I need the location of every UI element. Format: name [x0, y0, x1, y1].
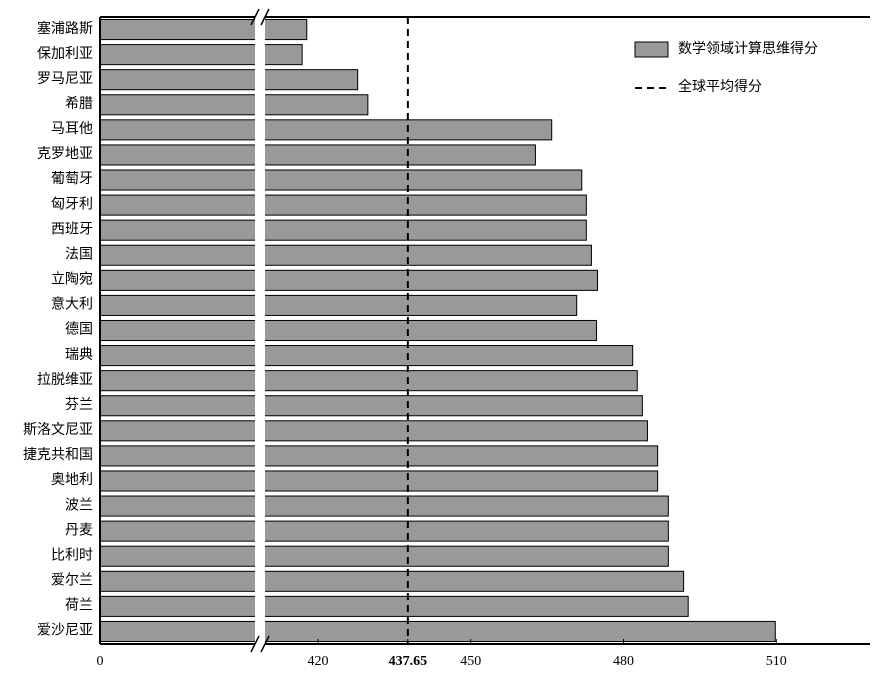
bar: [99, 495, 669, 517]
bar: [99, 595, 689, 617]
legend-label: 数学领域计算思维得分: [678, 40, 818, 57]
bar: [99, 319, 598, 342]
y-tick-label: 荷兰: [65, 598, 93, 614]
break-mark: [260, 635, 270, 653]
x-tick-label: 480: [613, 654, 634, 669]
y-tick-label: 拉脱维亚: [37, 372, 93, 388]
y-tick-label: 意大利: [51, 296, 93, 313]
x-tick-label: 450: [460, 654, 481, 669]
bar: [99, 194, 587, 216]
legend-label: 全球平均得分: [678, 78, 762, 95]
bar: [99, 345, 634, 367]
bar: [99, 545, 669, 567]
y-tick-label: 马耳他: [51, 121, 93, 137]
bar: [99, 520, 669, 542]
bar: [99, 570, 685, 592]
bar: [99, 144, 536, 166]
y-tick-label: 罗马尼亚: [37, 71, 93, 87]
y-tick-label: 捷克共和国: [23, 447, 93, 463]
y-tick-label: 克罗地亚: [37, 146, 93, 162]
bar: [99, 69, 359, 91]
bar: [99, 470, 659, 492]
bar: [99, 169, 583, 191]
bar: [99, 119, 553, 141]
bar: [99, 420, 648, 442]
bar: [99, 370, 638, 392]
bar: [99, 620, 776, 642]
y-tick-label: 波兰: [65, 497, 93, 513]
x-tick-label: 0: [97, 654, 104, 669]
y-tick-label: 德国: [65, 322, 93, 338]
break-mark: [250, 635, 260, 653]
axis-break: [255, 14, 265, 647]
y-tick-label: 希腊: [65, 96, 93, 112]
bar: [99, 244, 592, 266]
y-tick-label: 奥地利: [51, 471, 93, 488]
bar: [99, 445, 659, 467]
bar: [99, 269, 599, 291]
bar: [99, 94, 369, 116]
y-tick-label: 塞浦路斯: [37, 20, 93, 37]
y-tick-label: 比利时: [51, 547, 93, 563]
y-tick-label: 葡萄牙: [51, 171, 93, 187]
x-tick-label: 510: [766, 654, 787, 669]
break-mark: [260, 8, 270, 26]
legend-swatch: [634, 41, 669, 58]
y-tick-label: 瑞典: [65, 347, 93, 363]
y-tick-label: 丹麦: [65, 522, 93, 538]
bar: [99, 395, 643, 417]
y-tick-label: 西班牙: [51, 221, 93, 237]
y-tick-label: 爱沙尼亚: [37, 623, 93, 639]
y-tick-label: 法国: [65, 246, 93, 262]
y-tick-label: 芬兰: [65, 397, 93, 413]
bar: [99, 219, 587, 241]
y-tick-label: 保加利亚: [37, 46, 93, 62]
bar: [99, 19, 308, 41]
y-tick-label: 匈牙利: [51, 196, 93, 212]
break-mark: [250, 8, 260, 26]
x-tick-label: 437.65: [389, 654, 428, 669]
bar: [99, 44, 303, 66]
bar: [99, 294, 578, 316]
y-tick-label: 爱尔兰: [51, 573, 93, 589]
y-tick-label: 立陶宛: [51, 272, 93, 288]
x-tick-label: 420: [307, 654, 328, 669]
y-tick-label: 斯洛文尼亚: [23, 422, 93, 438]
